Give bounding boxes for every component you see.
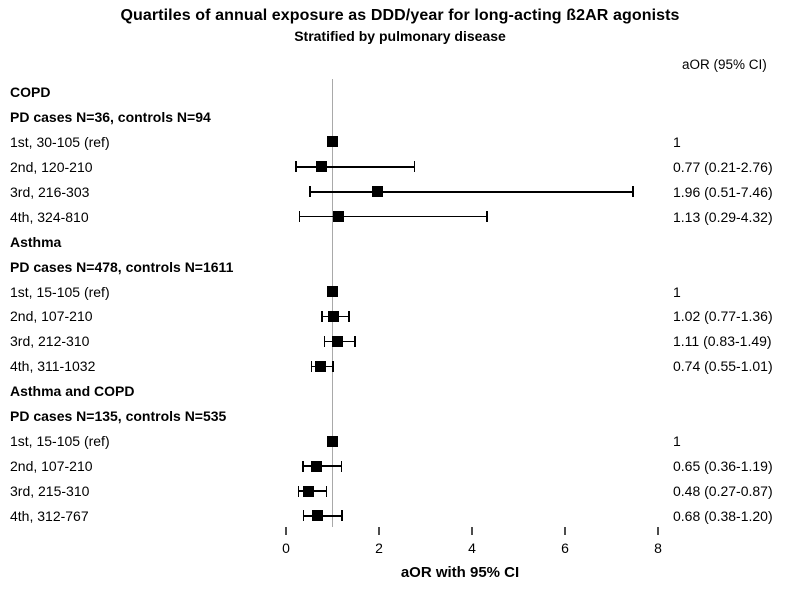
aor-value: 1.11 (0.83-1.49)	[673, 333, 772, 350]
ci-cap-left	[321, 310, 323, 322]
quartile-label: 3rd, 215-310	[10, 483, 90, 500]
confidence-interval-line	[309, 190, 633, 193]
ci-cap-right	[348, 310, 351, 322]
x-axis-tick-label: 8	[654, 540, 662, 556]
ci-cap-left	[302, 510, 305, 522]
quartile-label: 2nd, 107-210	[10, 308, 93, 325]
quartile-label: 1st, 15-105 (ref)	[10, 283, 110, 300]
group-header-label: Asthma	[10, 233, 62, 250]
aor-value: 0.77 (0.21-2.76)	[673, 158, 773, 175]
quartile-label: 3rd, 216-303	[10, 183, 90, 200]
point-estimate-marker	[332, 335, 344, 347]
aor-value: 0.68 (0.38-1.20)	[673, 507, 773, 524]
aor-value: 0.48 (0.27-0.87)	[673, 483, 773, 500]
ci-cap-right	[632, 186, 634, 198]
ci-cap-left	[308, 186, 311, 198]
aor-value: 1.96 (0.51-7.46)	[673, 183, 773, 200]
quartile-label: 4th, 324-810	[10, 208, 89, 225]
point-estimate-marker	[302, 485, 314, 497]
group-header-label: COPD	[10, 84, 51, 100]
point-estimate-marker	[314, 360, 326, 372]
aor-value: 1.02 (0.77-1.36)	[673, 308, 773, 325]
x-axis-tick	[564, 527, 566, 535]
aor-value: 1	[673, 433, 681, 450]
point-estimate-marker	[310, 460, 322, 472]
ci-cap-right	[340, 460, 343, 472]
group-header-label: Asthma and COPD	[10, 383, 135, 400]
group-n-label: PD cases N=478, controls N=1611	[10, 258, 234, 275]
aor-column-header: aOR (95% CI)	[682, 57, 767, 72]
group-n-label: PD cases N=36, controls N=94	[10, 108, 211, 125]
x-axis-tick-label: 2	[375, 540, 383, 556]
aor-value: 0.65 (0.36-1.19)	[673, 458, 773, 475]
ci-cap-right	[413, 161, 416, 173]
ci-cap-left	[323, 335, 326, 347]
group-n-label: PD cases N=135, controls N=535	[10, 408, 227, 425]
ci-cap-right	[341, 510, 343, 522]
quartile-label: 1st, 30-105 (ref)	[10, 133, 110, 150]
chart-title: Quartiles of annual exposure as DDD/year…	[120, 7, 680, 24]
point-estimate-marker	[327, 435, 338, 447]
x-axis-tick	[378, 527, 380, 535]
quartile-label: 2nd, 107-210	[10, 458, 93, 475]
point-estimate-marker	[371, 186, 383, 198]
x-axis-tick	[657, 527, 659, 535]
ci-cap-right	[325, 485, 328, 497]
quartile-label: 1st, 15-105 (ref)	[10, 433, 110, 450]
quartile-label: 2nd, 120-210	[10, 158, 93, 175]
x-axis-tick-label: 0	[282, 540, 290, 556]
quartile-label: 4th, 311-1032	[10, 358, 96, 375]
ci-cap-left	[310, 360, 313, 372]
ci-cap-left	[301, 460, 304, 472]
aor-value: 0.74 (0.55-1.01)	[673, 358, 773, 375]
confidence-interval-line	[299, 215, 487, 218]
aor-value: 1.13 (0.29-4.32)	[673, 208, 773, 225]
x-axis-title: aOR with 95% CI	[400, 564, 520, 581]
aor-value: 1	[673, 133, 681, 150]
confidence-interval-line	[295, 166, 415, 168]
ci-cap-right	[354, 335, 357, 347]
quartile-label: 3rd, 212-310	[10, 333, 90, 350]
reference-line	[331, 79, 334, 527]
point-estimate-marker	[327, 286, 338, 298]
aor-value: 1	[673, 283, 681, 300]
confidence-interval-line	[302, 465, 342, 467]
ci-cap-right	[332, 360, 334, 372]
point-estimate-marker	[316, 161, 328, 173]
point-estimate-marker	[312, 510, 324, 522]
point-estimate-marker	[327, 136, 338, 148]
x-axis-tick	[471, 527, 473, 535]
ci-cap-left	[298, 211, 301, 223]
point-estimate-marker	[333, 211, 345, 223]
ci-cap-left	[294, 161, 297, 173]
x-axis-tick	[285, 527, 287, 535]
ci-cap-left	[297, 485, 300, 497]
x-axis-tick-label: 6	[561, 540, 569, 556]
chart-subtitle: Stratified by pulmonary disease	[294, 28, 506, 44]
point-estimate-marker	[327, 310, 339, 322]
x-axis-tick-label: 4	[468, 540, 476, 556]
quartile-label: 4th, 312-767	[10, 507, 89, 524]
ci-cap-right	[486, 211, 488, 223]
